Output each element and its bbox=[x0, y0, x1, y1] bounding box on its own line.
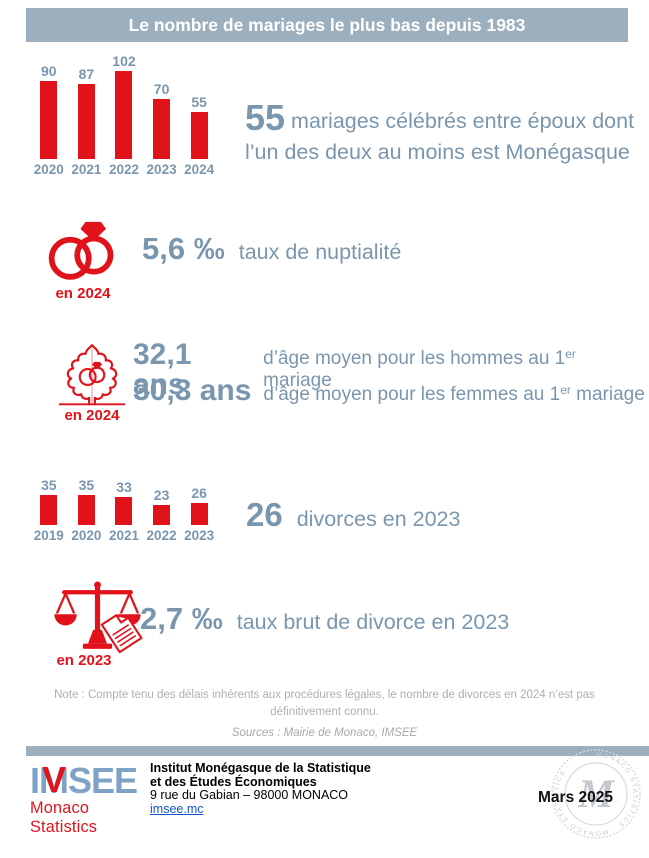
divorce-rate-value: 2,7 ‰ bbox=[140, 601, 223, 636]
bar-value-label: 87 bbox=[78, 66, 95, 82]
seal-letter-m: M bbox=[577, 771, 615, 816]
tree-with-rings-icon bbox=[56, 340, 128, 414]
wedding-rings-icon bbox=[48, 218, 118, 282]
imsee-seal: MONACO STATISTICS · MONACO STATISTICS · … bbox=[550, 748, 642, 845]
bar-year-label: 2022 bbox=[108, 162, 139, 177]
age-women-label: d’âge moyen pour les femmes au 1er maria… bbox=[263, 383, 645, 405]
bar-year-label: 2021 bbox=[71, 162, 102, 177]
bar-value-label: 33 bbox=[116, 479, 132, 495]
bar-column: 55 2024 bbox=[180, 94, 218, 177]
institute-address-block: Institut Monégasque de la Statistique et… bbox=[150, 761, 371, 816]
bar-value-label: 35 bbox=[41, 477, 57, 493]
institute-name-line2: et des Études Économiques bbox=[150, 774, 317, 789]
title-banner: Le nombre de mariages le plus bas depuis… bbox=[26, 8, 628, 42]
bar bbox=[153, 99, 171, 159]
divorces-headline: 26 divorces en 2023 bbox=[246, 498, 460, 532]
bar bbox=[115, 71, 133, 159]
marriages-bar-chart: 90 2020 87 2021 102 2022 70 2023 55 2024 bbox=[30, 53, 218, 177]
footer-divider-band bbox=[26, 746, 649, 756]
document-icon bbox=[100, 614, 143, 654]
imsee-logo: IMSEE V Monaco Statistics bbox=[30, 759, 148, 837]
bar-column: 90 2020 bbox=[30, 63, 68, 177]
imsee-logo-subtitle: Monaco Statistics bbox=[30, 799, 98, 836]
bar-year-label: 2020 bbox=[71, 528, 102, 543]
bar-value-label: 23 bbox=[153, 487, 170, 503]
website-link[interactable]: imsee.mc bbox=[150, 801, 204, 816]
bar bbox=[40, 495, 58, 525]
bar-column: 87 2021 bbox=[68, 66, 106, 177]
bar-column: 26 2023 bbox=[180, 485, 218, 543]
nuptiality-value: 5,6 ‰ bbox=[142, 231, 225, 266]
imsee-logo-red-v: V bbox=[42, 759, 66, 800]
divorces-count: 26 bbox=[246, 496, 283, 533]
justice-scales-icon bbox=[50, 578, 145, 673]
bar-year-label: 2021 bbox=[108, 528, 139, 543]
institute-name-line1: Institut Monégasque de la Statistique bbox=[150, 761, 371, 775]
bar-value-label: 26 bbox=[191, 485, 207, 501]
bar-year-label: 2024 bbox=[184, 162, 215, 177]
bar bbox=[115, 497, 133, 525]
divorce-rate-label: taux brut de divorce en 2023 bbox=[236, 610, 510, 634]
nuptiality-stat: 5,6 ‰ taux de nuptialité bbox=[142, 233, 401, 265]
divorce-rate-stat: 2,7 ‰ taux brut de divorce en 2023 bbox=[140, 603, 509, 635]
bar-column: 102 2022 bbox=[105, 53, 143, 177]
bar bbox=[153, 505, 171, 525]
bar-value-label: 35 bbox=[78, 477, 95, 493]
institute-street-address: 9 rue du Gabian – 98000 MONACO bbox=[150, 788, 349, 803]
bar-year-label: 2022 bbox=[146, 528, 177, 543]
bar-column: 35 2020 bbox=[68, 477, 106, 543]
bar-column: 23 2022 bbox=[143, 487, 181, 543]
page-title: Le nombre de mariages le plus bas depuis… bbox=[128, 14, 526, 35]
age-men-value: 32,1 ans bbox=[133, 338, 192, 401]
bar-column: 35 2019 bbox=[30, 477, 68, 543]
age-men-stat: 32,1 ans d’âge moyen pour les hommes au … bbox=[133, 340, 649, 400]
marriages-headline: 55 mariages célébrés entre époux dont l’… bbox=[245, 100, 645, 168]
bar-column: 70 2023 bbox=[143, 81, 181, 177]
bar-value-label: 70 bbox=[153, 81, 170, 97]
publication-date: Mars 2025 bbox=[538, 789, 613, 806]
bar-value-label: 102 bbox=[112, 53, 136, 69]
bar bbox=[40, 81, 58, 159]
bar-year-label: 2019 bbox=[33, 528, 64, 543]
age-women-value: 30,3 ans bbox=[133, 374, 252, 407]
marriages-label: mariages célébrés entre époux dont l’un … bbox=[245, 109, 635, 164]
bar-year-label: 2023 bbox=[146, 162, 177, 177]
bar-year-label: 2023 bbox=[184, 528, 215, 543]
bar bbox=[77, 495, 95, 525]
marriages-count: 55 bbox=[245, 97, 286, 138]
divorce-rate-year-badge: en 2023 bbox=[56, 652, 112, 669]
age-men-label: d’âge moyen pour les hommes au 1er maria… bbox=[263, 347, 576, 391]
bar bbox=[77, 84, 95, 159]
nuptiality-year-badge: en 2024 bbox=[55, 285, 111, 302]
note-text: Note : Compte tenu des délais inhérents … bbox=[54, 689, 595, 718]
bar-column: 33 2021 bbox=[105, 479, 143, 543]
nuptiality-label: taux de nuptialité bbox=[238, 240, 402, 264]
age-women-stat: 30,3 ans d’âge moyen pour les femmes au … bbox=[133, 376, 645, 406]
bar-value-label: 90 bbox=[41, 63, 57, 79]
imsee-logo-text: IMSEE V bbox=[30, 759, 138, 801]
bar-year-label: 2020 bbox=[33, 162, 64, 177]
note-block: Note : Compte tenu des délais inhérents … bbox=[34, 687, 615, 742]
bar-value-label: 55 bbox=[191, 94, 207, 110]
divorces-label: divorces en 2023 bbox=[296, 507, 461, 531]
bar bbox=[190, 112, 208, 159]
sources-text: Sources : Mairie de Monaco, IMSEE bbox=[231, 727, 418, 739]
ages-year-badge: en 2024 bbox=[64, 407, 120, 424]
bar bbox=[190, 503, 208, 525]
divorces-bar-chart: 35 2019 35 2020 33 2021 23 2022 26 2023 bbox=[30, 477, 218, 543]
